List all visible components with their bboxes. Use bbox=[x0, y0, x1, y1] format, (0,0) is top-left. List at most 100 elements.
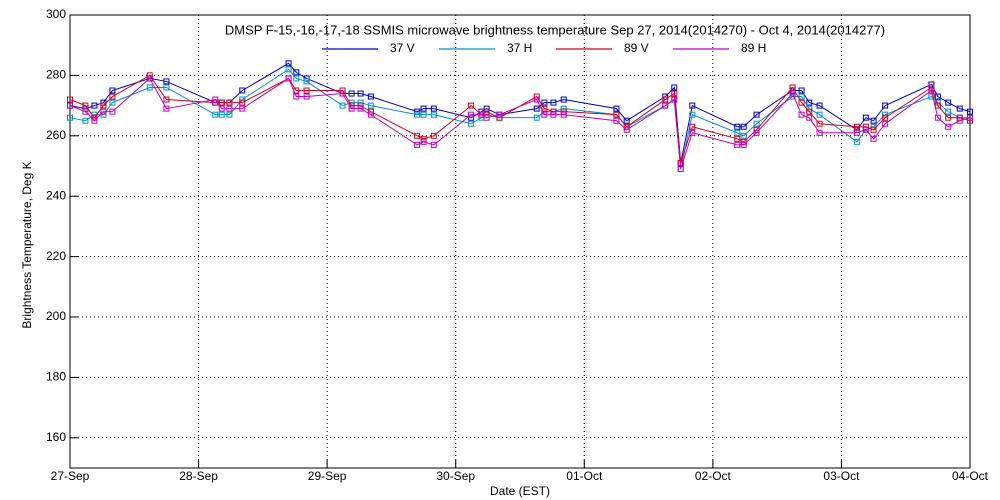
data-point bbox=[740, 141, 747, 148]
data-point bbox=[293, 93, 300, 100]
data-point bbox=[483, 108, 490, 115]
data-point bbox=[357, 99, 364, 106]
data-point bbox=[671, 90, 678, 97]
data-point bbox=[550, 108, 557, 115]
data-point bbox=[671, 84, 678, 91]
data-point bbox=[677, 166, 684, 173]
data-point bbox=[303, 93, 310, 100]
y-tick-label: 240 bbox=[46, 188, 66, 202]
data-point bbox=[163, 78, 170, 85]
y-tick-label: 200 bbox=[46, 309, 66, 323]
data-point bbox=[420, 111, 427, 118]
data-point bbox=[816, 120, 823, 127]
x-tick-label: 04-Oct bbox=[952, 469, 989, 483]
data-point bbox=[740, 123, 747, 130]
data-point bbox=[689, 129, 696, 136]
data-point bbox=[430, 111, 437, 118]
data-point bbox=[163, 96, 170, 103]
data-point bbox=[689, 102, 696, 109]
data-point bbox=[239, 105, 246, 112]
data-point bbox=[357, 90, 364, 97]
data-point bbox=[623, 126, 630, 133]
data-point bbox=[339, 87, 346, 94]
x-axis-label: Date (EST) bbox=[490, 484, 550, 498]
data-point bbox=[420, 105, 427, 112]
data-point bbox=[806, 114, 813, 121]
data-point bbox=[550, 99, 557, 106]
data-point bbox=[928, 93, 935, 100]
legend-label: 37 H bbox=[507, 41, 532, 55]
data-point bbox=[862, 126, 869, 133]
legend-label: 37 V bbox=[390, 41, 415, 55]
data-point bbox=[293, 69, 300, 76]
data-point bbox=[212, 111, 219, 118]
x-tick-label: 30-Sep bbox=[436, 469, 475, 483]
data-point bbox=[303, 78, 310, 85]
data-point bbox=[357, 102, 364, 109]
y-tick-label: 160 bbox=[46, 430, 66, 444]
data-point bbox=[560, 111, 567, 118]
data-point bbox=[82, 108, 89, 115]
data-point bbox=[109, 108, 116, 115]
data-point bbox=[541, 111, 548, 118]
data-point bbox=[853, 123, 860, 130]
data-point bbox=[753, 129, 760, 136]
y-tick-label: 300 bbox=[46, 7, 66, 21]
data-point bbox=[798, 87, 805, 94]
x-tick-label: 02-Oct bbox=[695, 469, 732, 483]
data-point bbox=[798, 93, 805, 100]
data-point bbox=[533, 105, 540, 112]
data-point bbox=[870, 135, 877, 142]
data-point bbox=[468, 111, 475, 118]
data-point bbox=[146, 84, 153, 91]
data-point bbox=[623, 117, 630, 124]
data-point bbox=[109, 87, 116, 94]
data-point bbox=[100, 108, 107, 115]
data-point bbox=[226, 111, 233, 118]
data-point bbox=[357, 105, 364, 112]
data-point bbox=[109, 93, 116, 100]
data-point bbox=[414, 132, 421, 139]
data-point bbox=[285, 75, 292, 82]
data-point bbox=[740, 132, 747, 139]
y-tick-label: 280 bbox=[46, 68, 66, 82]
data-point bbox=[109, 99, 116, 106]
data-point bbox=[163, 105, 170, 112]
data-point bbox=[734, 141, 741, 148]
data-point bbox=[945, 123, 952, 130]
data-point bbox=[789, 84, 796, 91]
data-point bbox=[870, 117, 877, 124]
data-point bbox=[662, 102, 669, 109]
data-point bbox=[163, 84, 170, 91]
data-point bbox=[662, 96, 669, 103]
data-point bbox=[478, 111, 485, 118]
y-tick-label: 180 bbox=[46, 370, 66, 384]
data-point bbox=[541, 99, 548, 106]
data-point bbox=[226, 105, 233, 112]
data-point bbox=[533, 114, 540, 121]
data-point bbox=[293, 75, 300, 82]
data-point bbox=[285, 66, 292, 73]
data-point bbox=[414, 111, 421, 118]
data-point bbox=[798, 99, 805, 106]
data-point bbox=[67, 114, 73, 121]
data-point bbox=[870, 126, 877, 133]
data-point bbox=[218, 99, 225, 106]
data-point bbox=[816, 111, 823, 118]
data-point bbox=[82, 102, 89, 109]
data-point bbox=[348, 105, 355, 112]
data-point bbox=[882, 120, 889, 127]
data-point bbox=[934, 93, 941, 100]
data-point bbox=[533, 96, 540, 103]
data-point bbox=[862, 114, 869, 121]
x-tick-label: 01-Oct bbox=[566, 469, 603, 483]
data-point bbox=[146, 75, 153, 82]
data-point bbox=[496, 114, 503, 121]
data-point bbox=[430, 141, 437, 148]
data-point bbox=[853, 129, 860, 136]
data-point bbox=[483, 114, 490, 121]
data-point bbox=[303, 87, 310, 94]
data-point bbox=[956, 117, 963, 124]
data-point bbox=[945, 108, 952, 115]
